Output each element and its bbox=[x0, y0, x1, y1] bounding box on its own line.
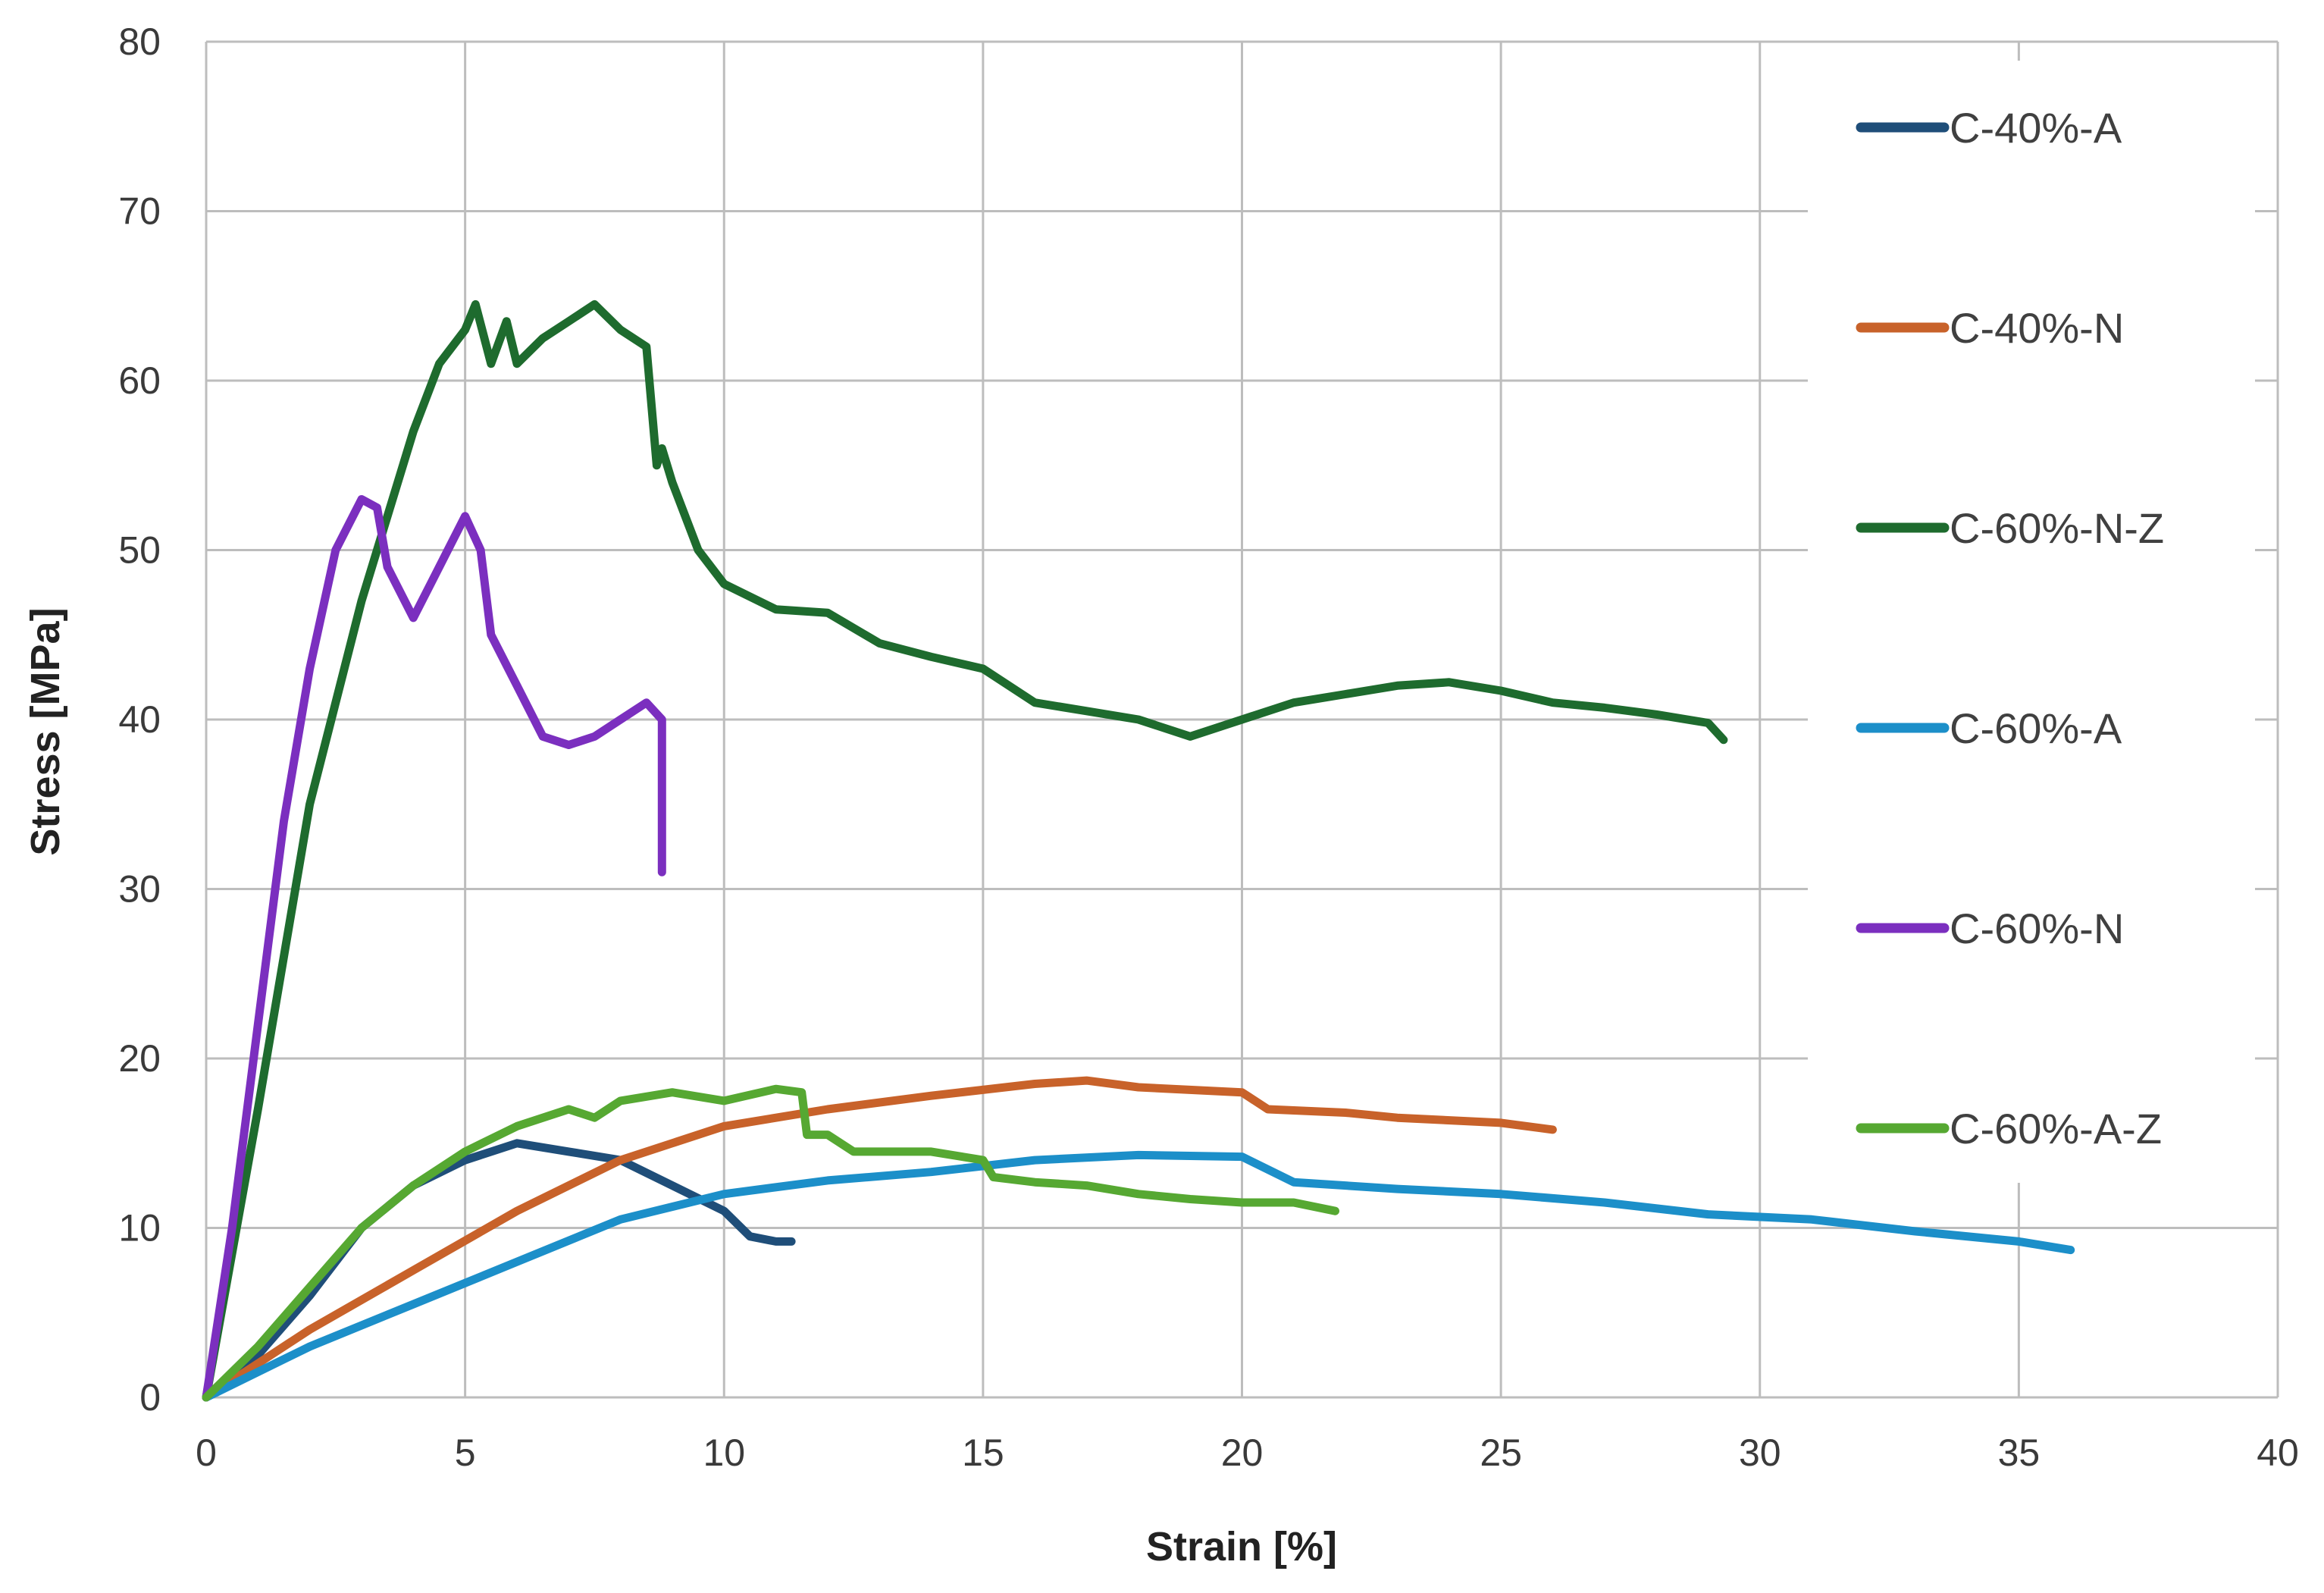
x-tick-labels: 0 5 10 15 20 25 30 35 40 bbox=[196, 1432, 2299, 1474]
series-line-C-60%-N bbox=[202, 495, 666, 1402]
series-line-C-60%-A bbox=[202, 1150, 2075, 1402]
x-tick-label: 0 bbox=[196, 1432, 217, 1474]
x-tick-label: 15 bbox=[962, 1432, 1004, 1474]
y-tick-label: 70 bbox=[118, 190, 161, 233]
x-axis-title: Strain [%] bbox=[1146, 1524, 1337, 1569]
series-line-C-60%-N-Z bbox=[202, 299, 1728, 1402]
y-tick-label: 40 bbox=[118, 698, 161, 741]
legend-label-C-60%-N: C-60%-N bbox=[1950, 905, 2124, 952]
series-line-C-40%-N bbox=[202, 1076, 1557, 1402]
series-line-C-40%-A bbox=[202, 1139, 796, 1402]
x-tick-label: 25 bbox=[1480, 1432, 1522, 1474]
legend-label-C-40%-A: C-40%-A bbox=[1950, 104, 2122, 152]
y-tick-label: 80 bbox=[118, 20, 161, 63]
legend-label-C-60%-N-Z: C-60%-N-Z bbox=[1950, 504, 2164, 552]
legend-label-C-60%-A-Z: C-60%-A-Z bbox=[1950, 1105, 2162, 1152]
legend-label-C-40%-N: C-40%-N bbox=[1950, 304, 2124, 352]
series-layer bbox=[202, 299, 2075, 1402]
x-tick-label: 35 bbox=[1998, 1432, 2041, 1474]
x-tick-label: 10 bbox=[703, 1432, 745, 1474]
y-tick-label: 10 bbox=[118, 1207, 161, 1250]
legend-background bbox=[1808, 61, 2255, 1183]
x-tick-label: 20 bbox=[1221, 1432, 1264, 1474]
y-tick-label: 60 bbox=[118, 359, 161, 402]
x-tick-label: 5 bbox=[455, 1432, 476, 1474]
x-tick-label: 40 bbox=[2257, 1432, 2299, 1474]
legend: C-40%-A C-40%-N C-60%-N-Z C-60%-A C-60%-N C-6… bbox=[1856, 104, 2164, 1152]
y-tick-label: 20 bbox=[118, 1037, 161, 1080]
y-tick-label: 30 bbox=[118, 868, 161, 911]
y-axis-title: Stress [MPa] bbox=[23, 607, 68, 855]
y-tick-label: 50 bbox=[118, 529, 161, 572]
series-line-C-60%-A-Z bbox=[202, 1084, 1339, 1402]
legend-label-C-60%-A: C-60%-A bbox=[1950, 704, 2122, 752]
y-tick-label: 0 bbox=[139, 1376, 161, 1419]
y-tick-labels: 0 10 20 30 40 50 60 70 80 bbox=[118, 20, 161, 1419]
x-tick-label: 30 bbox=[1739, 1432, 1781, 1474]
